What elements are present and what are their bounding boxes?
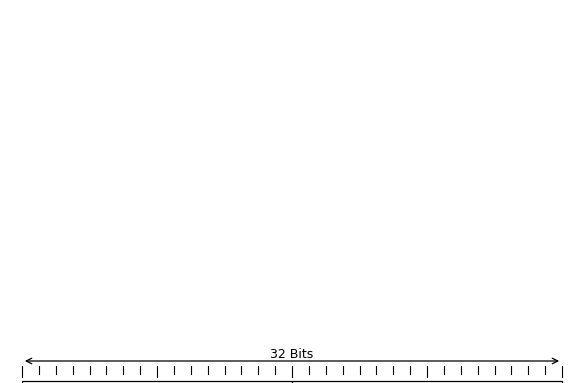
- Bar: [22, 381, 292, 383]
- Bar: [292, 381, 562, 383]
- Text: 32 Bits: 32 Bits: [270, 347, 314, 360]
